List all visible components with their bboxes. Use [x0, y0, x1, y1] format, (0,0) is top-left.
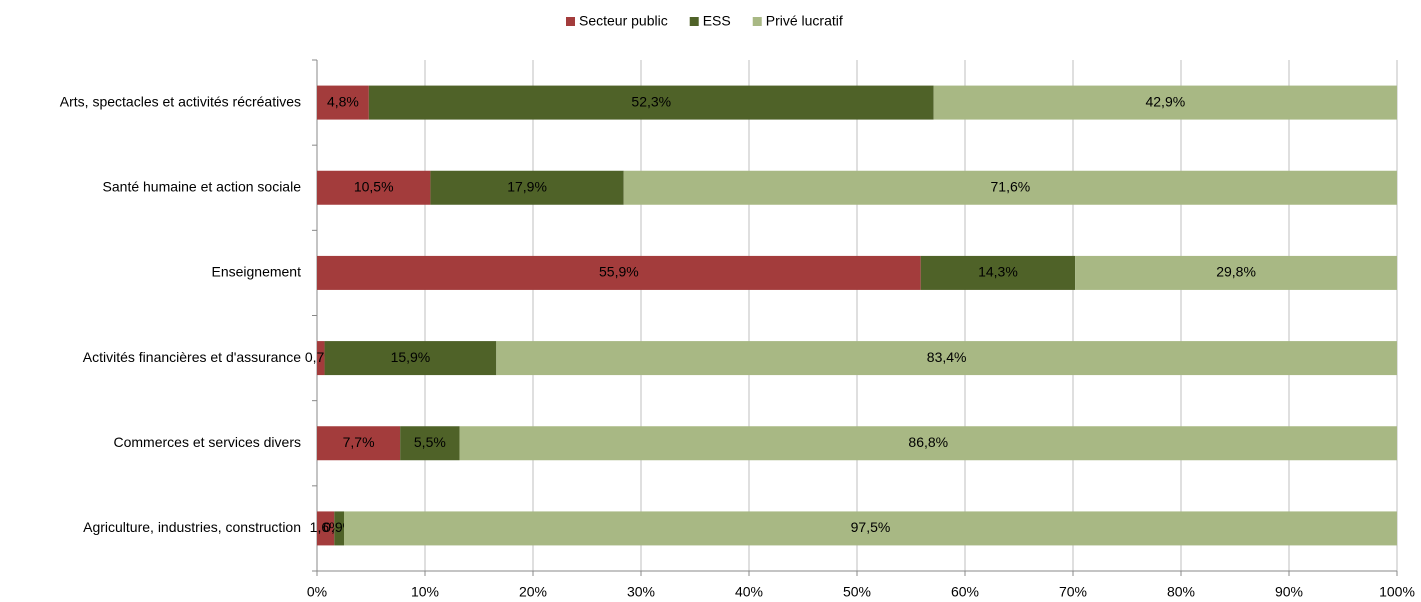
x-tick-label: 80%	[1167, 584, 1195, 600]
data-label: 10,5%	[354, 178, 394, 194]
legend-label: Secteur public	[579, 13, 668, 29]
bar-segment	[344, 511, 1397, 546]
bar-segment	[623, 170, 1397, 205]
y-tick-label: Agriculture, industries, construction	[83, 519, 301, 535]
legend-swatch	[689, 17, 699, 26]
legend: Secteur public ESS Privé lucratif	[566, 13, 843, 29]
y-tick-label: Santé humaine et action sociale	[103, 178, 302, 194]
data-label: 17,9%	[507, 178, 547, 194]
legend-swatch	[752, 17, 762, 26]
data-label: 83,4%	[927, 349, 967, 365]
bar-segment	[1075, 255, 1397, 290]
y-tick-label: Enseignement	[211, 264, 301, 280]
bar-segment	[430, 170, 624, 205]
y-tick-label: Activités financières et d'assurance	[83, 349, 301, 365]
data-label: 7,7%	[343, 434, 375, 450]
bar-segment	[496, 341, 1397, 376]
data-label: 1,6%	[310, 519, 342, 535]
data-label: 71,6%	[991, 178, 1031, 194]
bar-segment	[920, 255, 1076, 290]
data-label: 29,8%	[1216, 264, 1256, 280]
bar-segment	[317, 170, 431, 205]
y-tick-label: Commerces et services divers	[114, 434, 302, 450]
bar-segment	[317, 426, 401, 461]
data-label: 42,9%	[1145, 93, 1185, 109]
bar-segment	[933, 85, 1397, 120]
x-tick-label: 40%	[735, 584, 763, 600]
bar-segment	[317, 255, 921, 290]
data-label: 4,8%	[327, 93, 359, 109]
y-tick-label: Arts, spectacles et activités récréative…	[60, 93, 301, 109]
bar-segment	[317, 85, 369, 120]
bar-segment	[317, 341, 325, 376]
legend-swatch	[566, 17, 575, 26]
data-label: 86,8%	[908, 434, 948, 450]
x-tick-label: 50%	[843, 584, 871, 600]
data-label: 5,5%	[414, 434, 446, 450]
data-label: 55,9%	[599, 264, 639, 280]
bar-segment	[324, 341, 497, 376]
x-tick-label: 20%	[519, 584, 547, 600]
bar-segment	[368, 85, 934, 120]
data-label: 52,3%	[631, 93, 671, 109]
data-label: 15,9%	[391, 349, 431, 365]
data-label: 14,3%	[978, 264, 1018, 280]
data-label: 97,5%	[851, 519, 891, 535]
bar-segment	[459, 426, 1397, 461]
x-tick-label: 90%	[1275, 584, 1303, 600]
legend-label: ESS	[703, 13, 731, 29]
x-tick-label: 30%	[627, 584, 655, 600]
bar-segment	[400, 426, 460, 461]
x-tick-label: 60%	[951, 584, 979, 600]
x-tick-label: 70%	[1059, 584, 1087, 600]
bar-segment	[334, 511, 344, 546]
x-tick-label: 0%	[307, 584, 327, 600]
legend-label: Privé lucratif	[766, 13, 843, 29]
x-tick-label: 100%	[1379, 584, 1415, 600]
x-tick-label: 10%	[411, 584, 439, 600]
bar-segment	[317, 511, 335, 546]
